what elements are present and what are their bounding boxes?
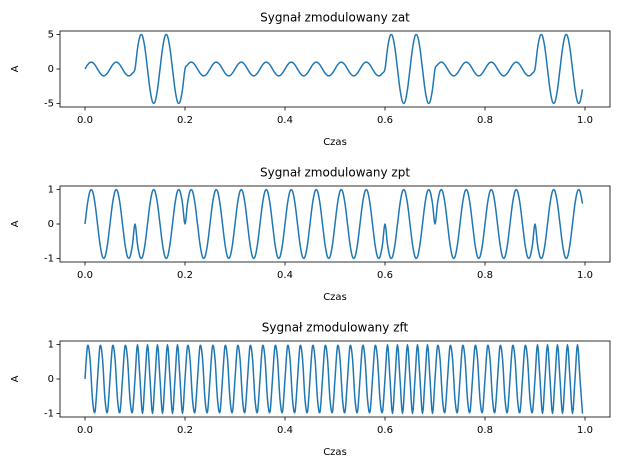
signal-line xyxy=(84,188,584,260)
x-tick-label: 0.6 xyxy=(377,425,393,436)
chart-title: Sygnał zmodulowany zat xyxy=(260,11,410,25)
x-tick-label: 0.2 xyxy=(177,115,193,126)
x-tick-label: 0.0 xyxy=(77,115,93,126)
x-tick-label: 1.0 xyxy=(577,425,593,436)
signal-line xyxy=(84,343,584,415)
signal-line xyxy=(84,33,584,105)
chart-title: Sygnał zmodulowany zpt xyxy=(260,166,410,180)
x-axis-label: Czas xyxy=(323,292,347,303)
axes-frame xyxy=(59,340,611,418)
x-tick-label: 0.6 xyxy=(377,115,393,126)
chart-title: Sygnał zmodulowany zft xyxy=(262,321,409,335)
y-axis-label: A xyxy=(10,65,21,72)
axes-frame xyxy=(59,185,611,263)
x-tick-label: 0.4 xyxy=(277,425,293,436)
x-tick-label: 1.0 xyxy=(577,270,593,281)
x-tick-label: 0.8 xyxy=(477,425,493,436)
y-tick-label: 1 xyxy=(48,339,54,350)
x-tick-label: 0.0 xyxy=(77,270,93,281)
x-tick-label: 0.4 xyxy=(277,270,293,281)
y-tick-label: 0 xyxy=(48,64,54,75)
x-tick-label: 0.8 xyxy=(477,115,493,126)
x-tick-label: 0.2 xyxy=(177,270,193,281)
x-tick-label: 0.4 xyxy=(277,115,293,126)
y-tick-label: -1 xyxy=(44,254,54,265)
y-tick-label: 5 xyxy=(48,29,54,40)
x-axis-label: Czas xyxy=(323,137,347,148)
y-tick-label: -5 xyxy=(44,99,54,110)
x-tick-label: 0.8 xyxy=(477,270,493,281)
x-tick-label: 0.6 xyxy=(377,270,393,281)
x-tick-label: 0.2 xyxy=(177,425,193,436)
x-tick-label: 1.0 xyxy=(577,115,593,126)
y-tick-label: 0 xyxy=(48,374,54,385)
y-tick-label: 1 xyxy=(48,184,54,195)
x-axis-label: Czas xyxy=(323,447,347,458)
axes-frame xyxy=(59,30,611,108)
x-tick-label: 0.0 xyxy=(77,425,93,436)
y-tick-label: 0 xyxy=(48,219,54,230)
y-axis-label: A xyxy=(10,375,21,382)
y-axis-label: A xyxy=(10,220,21,227)
y-tick-label: -1 xyxy=(44,409,54,420)
